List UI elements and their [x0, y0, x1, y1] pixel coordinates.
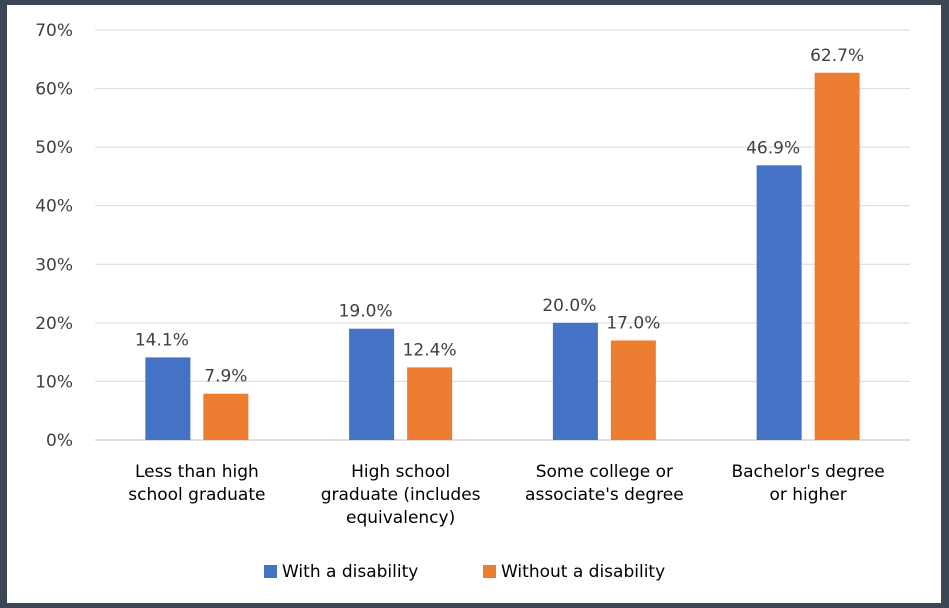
chart-frame: 0% 10% 20% 30% 40% 50% 60% 70% 14.1% 7.9% 19.0% 12…: [7, 5, 941, 603]
bar-without-disability: [610, 340, 656, 440]
legend: With a disability Without a disability: [264, 562, 665, 582]
bar-with-disability: [145, 357, 191, 440]
data-label: 17.0%: [606, 313, 660, 333]
gridlines: [95, 29, 910, 441]
bar-without-disability: [407, 367, 453, 440]
bar-without-disability: [814, 72, 860, 440]
data-labels: 14.1% 7.9% 19.0% 12.4% 20.0% 17.0% 46.9% 62.7%: [135, 46, 864, 387]
y-tick-label: 30%: [35, 255, 73, 275]
grouped-bar-chart: 0% 10% 20% 30% 40% 50% 60% 70% 14.1% 7.9% 19.0% 12…: [35, 21, 910, 582]
data-label: 14.1%: [135, 330, 189, 350]
bar-with-disability: [552, 322, 598, 440]
bar-with-disability: [756, 165, 802, 441]
y-axis-ticks: 0% 10% 20% 30% 40% 50% 60% 70%: [35, 21, 73, 451]
data-label: 20.0%: [542, 296, 596, 316]
category-label: Less than high school graduate: [128, 462, 265, 505]
x-axis-categories: Less than high school graduate High school…: [128, 462, 885, 528]
y-tick-label: 40%: [35, 197, 73, 217]
legend-label: Without a disability: [501, 562, 665, 582]
data-label: 12.4%: [403, 340, 457, 360]
y-tick-label: 50%: [35, 138, 73, 158]
category-label: Some college or associate's degree: [525, 462, 684, 505]
data-label: 7.9%: [204, 367, 247, 387]
category-label: High school graduate (includes equivalency…: [321, 462, 481, 528]
bar-with-disability: [349, 328, 395, 440]
legend-swatch: [483, 565, 496, 578]
data-label: 62.7%: [810, 46, 864, 66]
data-label: 19.0%: [339, 302, 393, 322]
data-label: 46.9%: [746, 138, 800, 158]
bars: [145, 72, 860, 441]
y-tick-label: 60%: [35, 80, 73, 100]
y-tick-label: 0%: [46, 431, 73, 451]
legend-swatch: [264, 565, 277, 578]
y-tick-label: 20%: [35, 314, 73, 334]
y-tick-label: 70%: [35, 21, 73, 41]
bar-without-disability: [203, 393, 249, 440]
category-label: Bachelor's degree or higher: [731, 462, 884, 505]
legend-label: With a disability: [282, 562, 418, 582]
y-tick-label: 10%: [35, 372, 73, 392]
